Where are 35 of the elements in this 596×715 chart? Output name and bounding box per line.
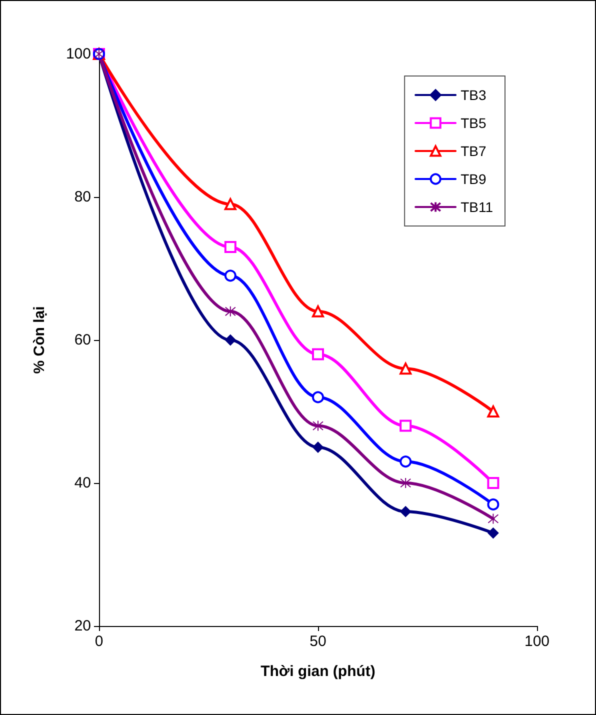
- point: [312, 348, 324, 360]
- y-tick-label: 80: [74, 188, 91, 206]
- x-tick-label: 0: [94, 633, 104, 650]
- legend-label: TB9: [460, 171, 486, 187]
- point: [487, 477, 500, 489]
- legend-label: TB11: [460, 199, 494, 215]
- point: [400, 456, 412, 468]
- point: [400, 362, 412, 375]
- x-axis-title: Thời gian (phút): [260, 663, 376, 680]
- x-tick-label: 50: [310, 633, 326, 650]
- legend-label: TB5: [460, 115, 486, 131]
- point: [224, 198, 236, 210]
- point: [224, 306, 236, 317]
- point: [400, 506, 412, 518]
- legend-label: TB7: [460, 143, 486, 159]
- y-tick-label: 20: [74, 618, 91, 634]
- point: [224, 241, 236, 254]
- y-axis-title: % Còn lại: [31, 306, 48, 374]
- point: [312, 305, 324, 318]
- point: [312, 420, 324, 432]
- y-tick-label: 40: [74, 474, 91, 492]
- point: [224, 334, 236, 346]
- point: [488, 513, 499, 524]
- point: [400, 478, 412, 488]
- point: [487, 406, 500, 418]
- point: [312, 442, 324, 453]
- y-tick-label: 100: [66, 46, 91, 62]
- point: [488, 528, 499, 539]
- point: [224, 270, 236, 282]
- legend-label: TB3: [460, 87, 486, 103]
- x-tick-label: 100: [524, 633, 550, 650]
- y-tick-label: 60: [74, 332, 91, 348]
- point: [487, 498, 500, 510]
- point: [400, 420, 412, 432]
- point: [312, 391, 324, 404]
